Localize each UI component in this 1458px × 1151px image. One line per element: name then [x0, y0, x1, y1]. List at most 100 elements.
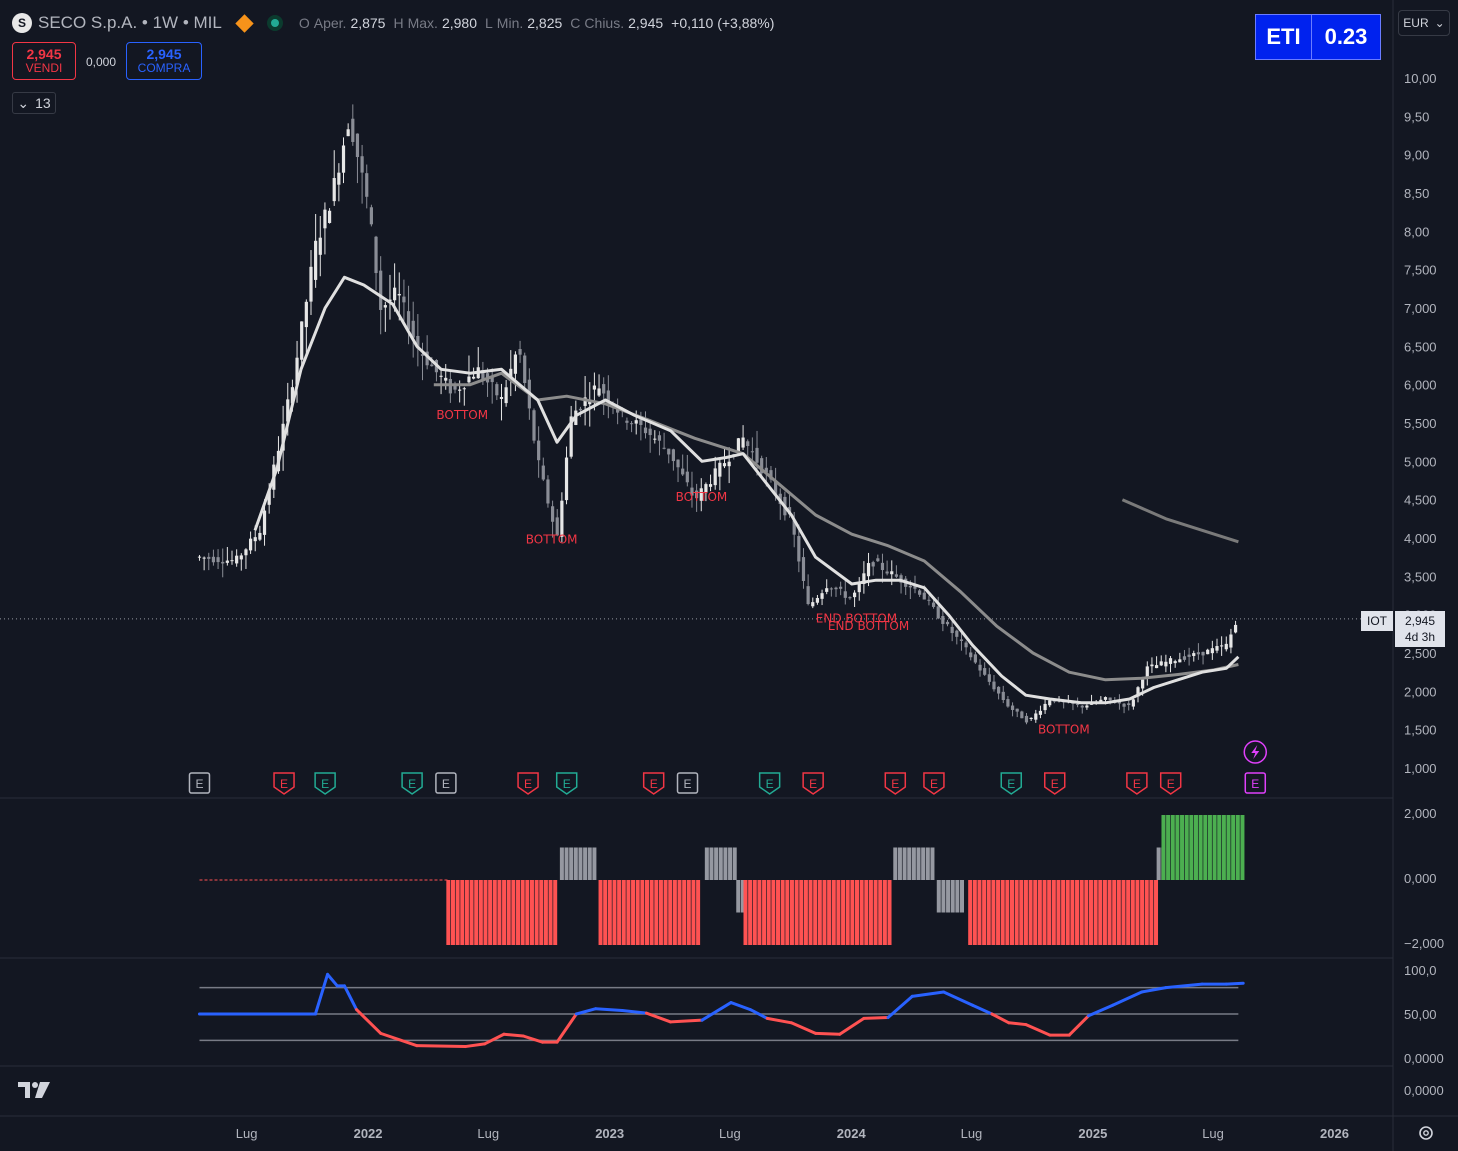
candle-body	[1201, 651, 1205, 656]
earnings-event-icon[interactable]: E	[435, 772, 457, 794]
hist-bar	[1033, 880, 1038, 945]
earnings-event-icon[interactable]: E	[517, 772, 539, 795]
price-tick-label: 2,000	[1404, 684, 1437, 699]
hist-bar	[1084, 880, 1089, 945]
hist-bar	[817, 880, 822, 945]
earnings-event-icon[interactable]: E	[642, 772, 665, 795]
chevron-down-icon: ⌄	[1434, 16, 1445, 30]
buy-label: COMPRA	[137, 61, 191, 75]
earnings-event-icon[interactable]: E	[676, 772, 699, 794]
hist-bar	[878, 880, 883, 945]
symbol-logo-icon[interactable]: S	[12, 13, 32, 33]
earnings-event-icon[interactable]: E	[1244, 772, 1267, 794]
osc-tick-label: 100,0	[1404, 963, 1437, 978]
indicators-toggle-button[interactable]: ⌄ 13	[12, 92, 56, 114]
earnings-event-icon[interactable]: E	[923, 772, 945, 795]
candle-body	[1006, 699, 1010, 707]
osc-line-segment	[555, 1012, 578, 1044]
earnings-event-label: E	[524, 777, 532, 791]
time-tick-label: Lug	[236, 1126, 258, 1141]
candle-body	[523, 355, 527, 384]
candle-body	[337, 172, 341, 185]
candle-body	[1020, 711, 1024, 719]
hist-bar	[1193, 815, 1198, 880]
hist-bar	[543, 880, 548, 945]
hist-bar	[960, 880, 965, 913]
time-tick-label: Lug	[1202, 1126, 1224, 1141]
candle-body	[769, 470, 773, 480]
hist-bar	[1079, 880, 1084, 945]
earnings-event-icon[interactable]: E	[758, 772, 781, 795]
last-price: 2,945	[1404, 614, 1436, 628]
hist-bar	[1042, 880, 1047, 945]
earnings-event-icon[interactable]: E	[802, 772, 824, 795]
gear-icon[interactable]	[1416, 1123, 1436, 1143]
hist-bar	[446, 880, 451, 945]
candle-body	[467, 376, 471, 383]
osc-line-segment	[862, 1016, 890, 1020]
earnings-event-icon[interactable]: E	[273, 772, 295, 795]
hist-bar	[1207, 815, 1212, 880]
candle-body	[439, 375, 443, 377]
hist-bar	[1154, 880, 1159, 945]
candle-body	[383, 305, 387, 308]
ohlc-open-value: 2,875	[350, 15, 386, 31]
diamond-icon[interactable]	[235, 13, 254, 33]
sell-button[interactable]: 2,945 VENDI	[12, 42, 76, 80]
earnings-event-label: E	[1051, 777, 1059, 791]
candle-body	[1085, 705, 1089, 708]
candle-body	[1136, 687, 1140, 697]
earnings-event-icon[interactable]: E	[401, 772, 423, 795]
hist-bar	[474, 880, 479, 945]
earnings-event-icon[interactable]: E	[188, 772, 211, 794]
buy-button[interactable]: 2,945 COMPRA	[126, 42, 202, 80]
ohlc-low-value: 2,825	[527, 15, 563, 31]
earnings-event-frame	[517, 772, 539, 795]
hist-bar	[668, 880, 673, 945]
candle-body	[406, 311, 411, 330]
candle-body	[797, 536, 801, 562]
earnings-event-icon[interactable]: E	[1000, 772, 1023, 795]
hist-bar	[464, 880, 469, 945]
candle-body	[388, 299, 392, 302]
tradingview-logo-icon[interactable]	[16, 1080, 56, 1102]
candle-body	[643, 427, 648, 434]
candle-body	[1043, 703, 1047, 711]
earnings-event-icon[interactable]: E	[314, 772, 336, 795]
hist-bar	[460, 880, 465, 945]
earnings-event-icon[interactable]: E	[1159, 772, 1182, 795]
candle-body	[639, 419, 643, 425]
candle-body	[857, 581, 861, 593]
symbol-title[interactable]: SECO S.p.A. • 1W • MIL	[38, 13, 222, 32]
ohlc-open-label: Aper.	[313, 15, 347, 31]
hist-bar	[897, 847, 902, 880]
hist-bar	[893, 847, 898, 880]
osc-line-segment	[326, 972, 339, 988]
earnings-event-icon[interactable]: E	[1043, 772, 1066, 795]
time-tick-label: Lug	[477, 1126, 499, 1141]
hist-bar	[930, 847, 935, 880]
osc-line-segment	[1111, 990, 1144, 1007]
earnings-event-icon[interactable]: E	[1126, 772, 1148, 795]
candle-body	[462, 388, 466, 390]
hist-bar	[635, 880, 640, 945]
hist-bar	[794, 880, 799, 945]
hist-bar	[766, 880, 771, 945]
hist-bar	[762, 880, 767, 945]
currency-select[interactable]: EUR ⌄	[1398, 10, 1450, 36]
hist-bar	[1051, 880, 1056, 945]
candle-body	[843, 591, 847, 598]
earnings-event-frame	[884, 772, 907, 795]
earnings-event-icon[interactable]: E	[884, 772, 907, 795]
earnings-event-icon[interactable]: E	[555, 772, 578, 795]
candle-body	[820, 593, 824, 599]
hist-segment	[893, 847, 935, 880]
candle-body	[1192, 653, 1196, 656]
osc-line-segment	[594, 1007, 624, 1012]
candle-body	[578, 408, 583, 411]
hist-bar	[696, 880, 701, 945]
price-tick-label: 4,500	[1404, 493, 1437, 508]
hist-bar	[1140, 880, 1145, 945]
market-status-icon[interactable]	[266, 15, 283, 31]
